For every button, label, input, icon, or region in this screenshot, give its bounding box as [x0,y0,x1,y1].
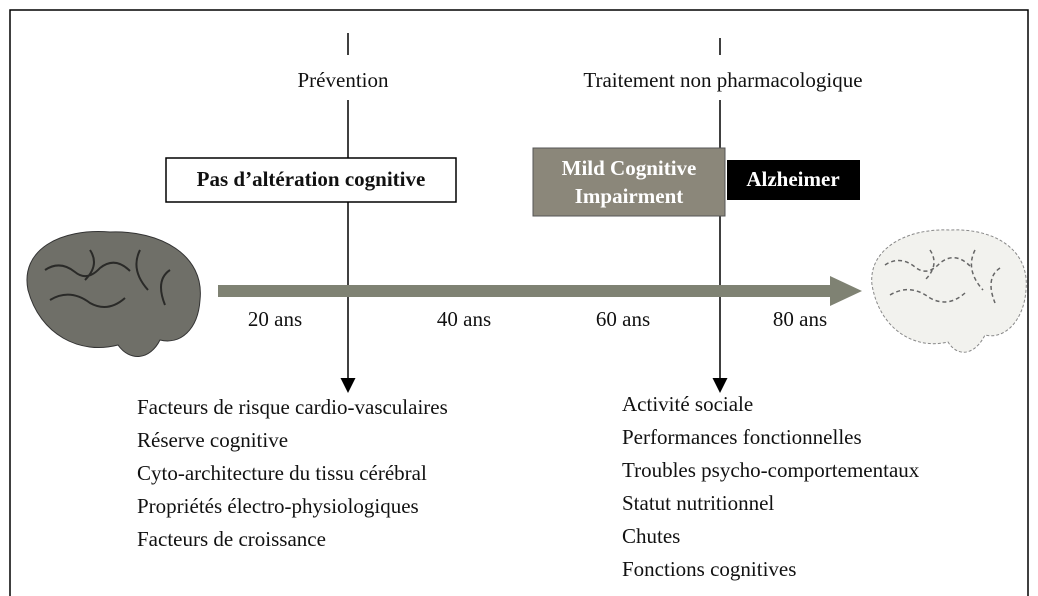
phase-label: Traitement non pharmacologique [583,68,862,92]
treatment-factor: Troubles psycho-comportementaux [622,458,920,482]
stage-label: Pas d’altération cognitive [197,167,426,191]
timeline-arrowhead [830,276,862,306]
stage-label: Alzheimer [746,167,839,191]
age-label: 80 ans [773,307,827,331]
treatment-factor: Chutes [622,524,680,548]
prevention-factor: Facteurs de croissance [137,527,326,551]
stage-label: Impairment [575,184,684,208]
treatment-factor: Activité sociale [622,392,753,416]
prevention-factor: Facteurs de risque cardio-vasculaires [137,395,448,419]
prevention-factor: Réserve cognitive [137,428,288,452]
phase-label: Prévention [298,68,389,92]
treatment-factor: Fonctions cognitives [622,557,796,581]
age-label: 60 ans [596,307,650,331]
diagram: Prévention Traitement non pharmacologiqu… [0,0,1038,596]
treatment-factor: Statut nutritionnel [622,491,774,515]
treatment-factor: Performances fonctionnelles [622,425,862,449]
stage-label: Mild Cognitive [562,156,697,180]
age-label: 20 ans [248,307,302,331]
healthy-brain [27,232,200,357]
prevention-factor: Cyto-architecture du tissu cérébral [137,461,427,485]
alzheimer-brain [872,230,1027,352]
age-label: 40 ans [437,307,491,331]
prevention-factor: Propriétés électro-physiologiques [137,494,419,518]
